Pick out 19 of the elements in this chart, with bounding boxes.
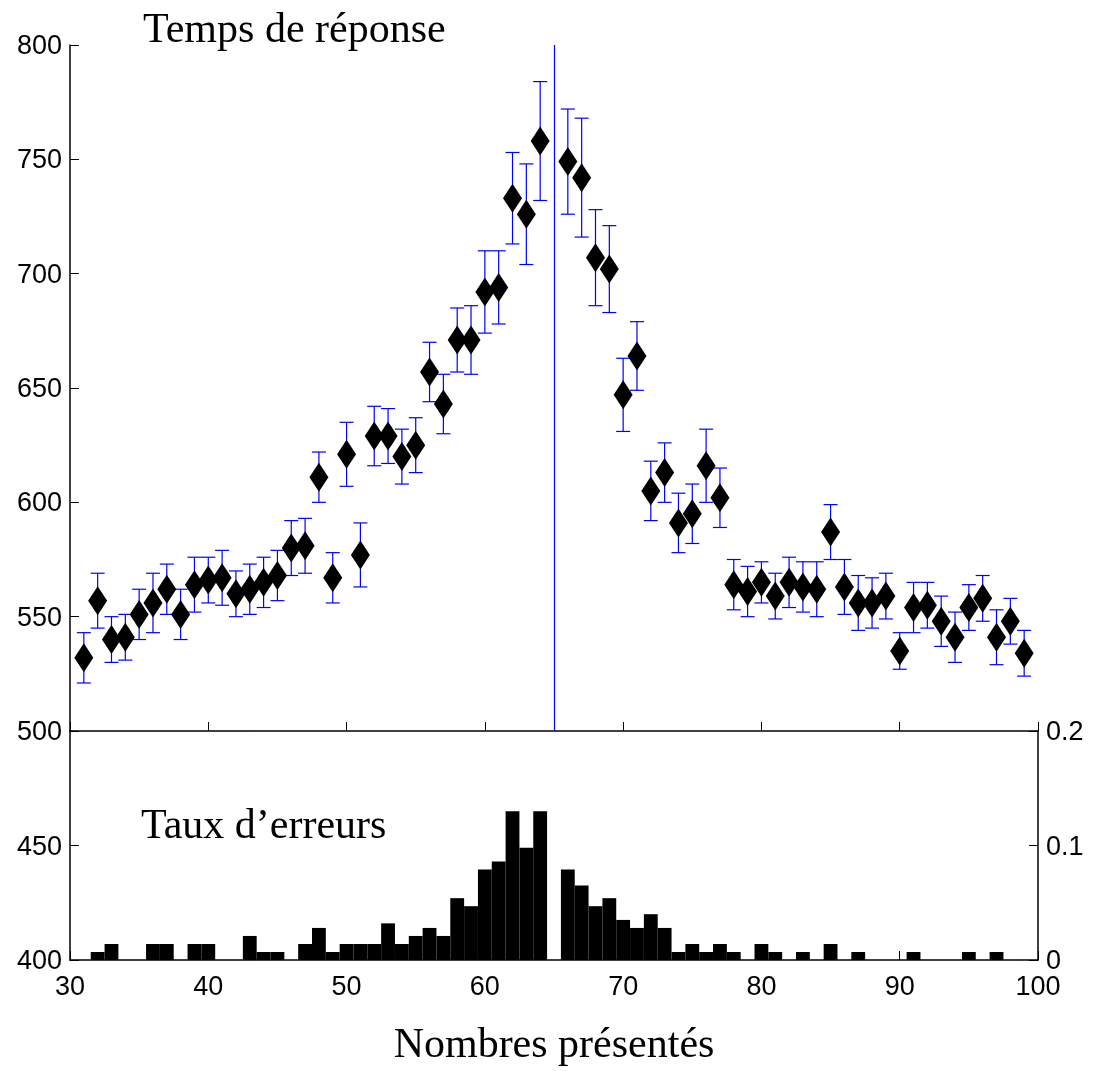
x-tick-label: 80 — [746, 970, 777, 1001]
y-tick-label: 600 — [16, 487, 62, 518]
y-tick-label: 800 — [16, 30, 62, 60]
y-tick-label: 650 — [16, 373, 62, 403]
x-axis-title: Nombres présentés — [393, 1020, 715, 1066]
y-tick-label: 550 — [16, 601, 62, 632]
y2-tick-label: 0.2 — [1046, 716, 1084, 746]
x-tick-label: 60 — [469, 970, 500, 1001]
y2-tick-label: 0.1 — [1046, 830, 1084, 861]
chart-title: Temps de réponse — [143, 5, 446, 51]
x-tick-label: 40 — [193, 970, 224, 1001]
y-tick-label: 700 — [16, 258, 62, 289]
y-tick-label: 750 — [16, 144, 62, 175]
x-tick-label: 70 — [608, 970, 639, 1001]
y-tick-label: 500 — [16, 716, 62, 746]
x-tick-label: 90 — [884, 970, 915, 1001]
x-tick-label: 50 — [331, 970, 362, 1001]
text: Taux d’erreurs — [141, 801, 387, 847]
y-tick-label: 450 — [16, 830, 62, 861]
